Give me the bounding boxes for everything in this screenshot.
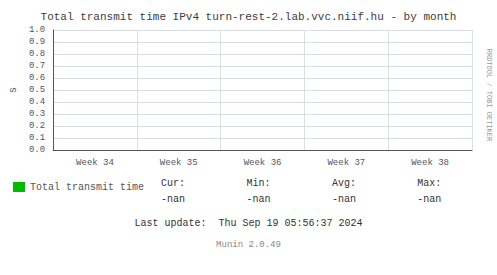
svg-text:Week 38: Week 38: [411, 158, 449, 168]
svg-text:-nan: -nan: [332, 194, 356, 205]
svg-text:0.4: 0.4: [29, 97, 45, 107]
svg-text:RRDTOOL / TOBI OETIKER: RRDTOOL / TOBI OETIKER: [485, 49, 493, 142]
svg-text:Week 37: Week 37: [327, 158, 365, 168]
svg-text:0.1: 0.1: [29, 133, 45, 143]
svg-text:-nan: -nan: [417, 194, 441, 205]
svg-text:0.2: 0.2: [29, 121, 45, 131]
svg-text:Avg:: Avg:: [332, 178, 356, 189]
svg-text:0.9: 0.9: [29, 37, 45, 47]
svg-text:0.8: 0.8: [29, 49, 45, 59]
svg-text:Week 35: Week 35: [160, 158, 198, 168]
svg-text:Max:: Max:: [417, 178, 441, 189]
svg-text:0.3: 0.3: [29, 109, 45, 119]
svg-text:0.6: 0.6: [29, 73, 45, 83]
svg-text:1.0: 1.0: [29, 25, 45, 35]
svg-text:Total transmit time IPv4 turn-: Total transmit time IPv4 turn-rest-2.lab…: [41, 11, 457, 23]
svg-text:s: s: [8, 87, 19, 93]
svg-text:Week 34: Week 34: [76, 158, 114, 168]
svg-text:Min:: Min:: [246, 178, 270, 189]
svg-text:0.5: 0.5: [29, 85, 45, 95]
svg-text:Munin 2.0.49: Munin 2.0.49: [216, 240, 281, 250]
svg-text:Week 36: Week 36: [244, 158, 282, 168]
svg-text:Last update: Thu Sep 19 05:56: Last update: Thu Sep 19 05:56:37 2024: [134, 218, 362, 229]
svg-text:Total transmit time: Total transmit time: [30, 182, 144, 193]
svg-text:Cur:: Cur:: [161, 178, 185, 189]
svg-text:0.0: 0.0: [29, 145, 45, 155]
svg-text:-nan: -nan: [246, 194, 270, 205]
svg-text:0.7: 0.7: [29, 61, 45, 71]
svg-text:-nan: -nan: [161, 194, 185, 205]
